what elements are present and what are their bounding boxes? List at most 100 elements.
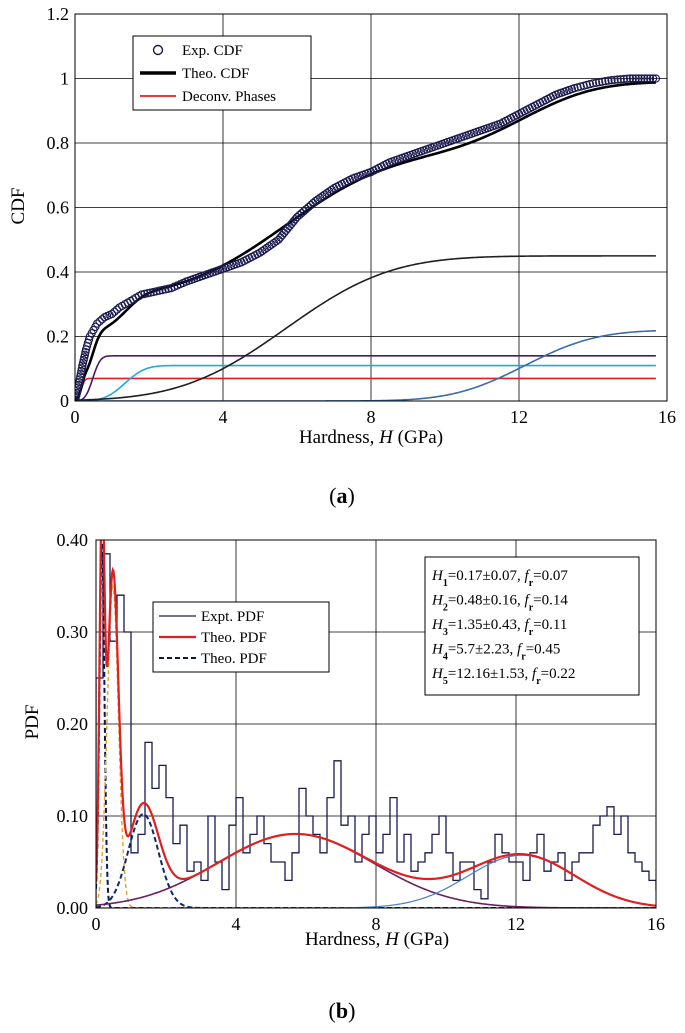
phase-parameters-box: H1=0.17±0.07, fr=0.07 H2=0.48±0.16, fr=0.… [424,556,640,696]
pdf-y-tick-label: 0.40 [57,530,89,550]
cdf-exp-point [591,78,601,87]
legend-exp-cdf-label: Exp. CDF [182,43,243,59]
cdf-exp-point [297,208,306,218]
cdf-exp-point [95,317,104,326]
cdf-exp-point [155,286,164,295]
cdf-phase-2-curve [75,355,656,401]
cdf-y-tick-labels: 0 0.2 0.4 0.6 0.8 1 1.2 [47,4,70,411]
cdf-x-tick-labels: 0 4 8 12 16 [71,407,677,427]
cdf-exp-point [579,81,588,90]
cdf-exp-point [625,74,635,83]
cdf-exp-point [601,77,610,86]
cdf-exp-point [573,83,582,92]
cdf-exp-point [645,74,655,83]
cdf-exp-point [637,74,646,83]
cdf-exp-point [610,75,619,84]
phase-5-parameters: H5=12.16±1.53, fr=0.22 [431,666,575,687]
cdf-x-tick-label: 16 [658,407,676,427]
pdf-y-tick-label: 0.00 [57,898,89,918]
cdf-x-tick-label: 4 [219,407,228,427]
pdf-plot-frame [95,539,657,909]
cdf-y-axis-label: CDF [8,188,29,225]
cdf-exp-point [281,226,291,235]
cdf-exp-point [576,82,585,91]
cdf-exp-point [292,213,302,222]
cdf-exp-point [149,287,158,297]
legend-expt-pdf-label: Expt. PDF [201,609,264,625]
cdf-experimental-points [75,74,661,401]
phase-1-parameters: H1=0.17±0.07, fr=0.07 [431,568,568,589]
cdf-exp-point [302,204,311,214]
panel-a-label: (a) [329,483,355,508]
cdf-theoretical-curve [75,81,656,401]
cdf-exp-point [622,74,632,83]
phase-parameters-frame [424,556,640,696]
cdf-exp-point [607,75,616,85]
cdf-exp-point [616,75,625,84]
cdf-exp-point [276,233,285,242]
pdf-legend: Expt. PDF Theo. PDF Theo. PDF [152,601,330,673]
cdf-exp-point [582,80,591,90]
pdf-x-tick-label: 12 [507,914,525,934]
cdf-plot-frame [74,13,668,402]
phase-3-parameters: H3=1.35±0.43, fr=0.11 [431,617,567,638]
pdf-y-tick-labels: 0.00 0.10 0.20 0.30 0.40 [57,530,89,918]
legend-theo-pdf-dashed-label: Theo. PDF [201,651,267,667]
cdf-exp-point [640,74,649,83]
legend-deconv-phases-label: Deconv. Phases [182,89,276,105]
pdf-phase-3-curve [96,813,656,908]
cdf-y-tick-label: 0.2 [47,327,70,347]
cdf-y-tick-label: 0.6 [47,198,70,218]
cdf-exp-point [278,231,287,240]
phase-4-parameters: H4=5.7±2.23, fr=0.45 [431,642,560,663]
cdf-exp-point [631,74,640,83]
cdf-exp-point [651,74,661,83]
cdf-y-tick-label: 0 [60,391,69,411]
cdf-x-tick-label: 12 [510,407,528,427]
legend-theo-cdf-label: Theo. CDF [182,66,250,82]
cdf-exp-point [570,84,579,93]
cdf-exp-point [283,224,292,233]
cdf-phase-4-curve [75,255,656,401]
cdf-exp-point [613,75,622,84]
pdf-experimental-histogram [96,553,656,908]
cdf-exp-point [290,215,300,224]
cdf-x-tick-label: 0 [71,407,80,427]
pdf-chart: 0.00 0.10 0.20 0.30 0.40 0 4 8 12 16 PDF Hardnes… [22,530,665,1023]
cdf-exp-point [598,77,607,86]
cdf-y-tick-label: 1 [60,69,69,89]
cdf-y-tick-label: 0.4 [47,262,70,282]
cdf-exp-point [110,307,119,316]
pdf-x-tick-label: 0 [92,914,101,934]
cdf-exp-point [158,285,167,295]
panel-b-label: (b) [329,998,356,1023]
pdf-y-tick-label: 0.10 [57,806,89,826]
phase-parameters-text: H1=0.17±0.07, fr=0.07 H2=0.48±0.16, fr=0.… [431,568,575,687]
cdf-exp-point [140,289,149,299]
cdf-phase-3-curve [75,364,656,401]
cdf-exp-point [634,74,643,83]
legend-exp-cdf-marker [152,44,164,56]
cdf-exp-point [648,74,658,83]
cdf-exp-point [628,74,638,83]
pdf-x-tick-label: 16 [647,914,665,934]
pdf-y-tick-label: 0.30 [57,622,89,642]
pdf-x-tick-label: 4 [232,914,241,934]
cdf-exp-point [595,78,604,87]
cdf-series [75,74,661,401]
cdf-exp-point [164,284,173,293]
cdf-y-tick-label: 0.8 [47,133,70,153]
cdf-y-tick-label: 1.2 [47,4,70,24]
cdf-exp-point [146,288,155,297]
legend-theo-pdf-label: Theo. PDF [201,630,267,646]
pdf-series [96,540,656,908]
phase-2-parameters: H2=0.48±0.16, fr=0.14 [431,593,568,614]
cdf-exp-point [107,309,117,319]
cdf-exp-point [161,285,170,294]
cdf-exp-point [143,289,152,298]
cdf-exp-point [295,211,304,220]
pdf-theoretical-curve [96,540,656,907]
cdf-exp-point [619,74,628,84]
cdf-exp-point [152,287,161,296]
